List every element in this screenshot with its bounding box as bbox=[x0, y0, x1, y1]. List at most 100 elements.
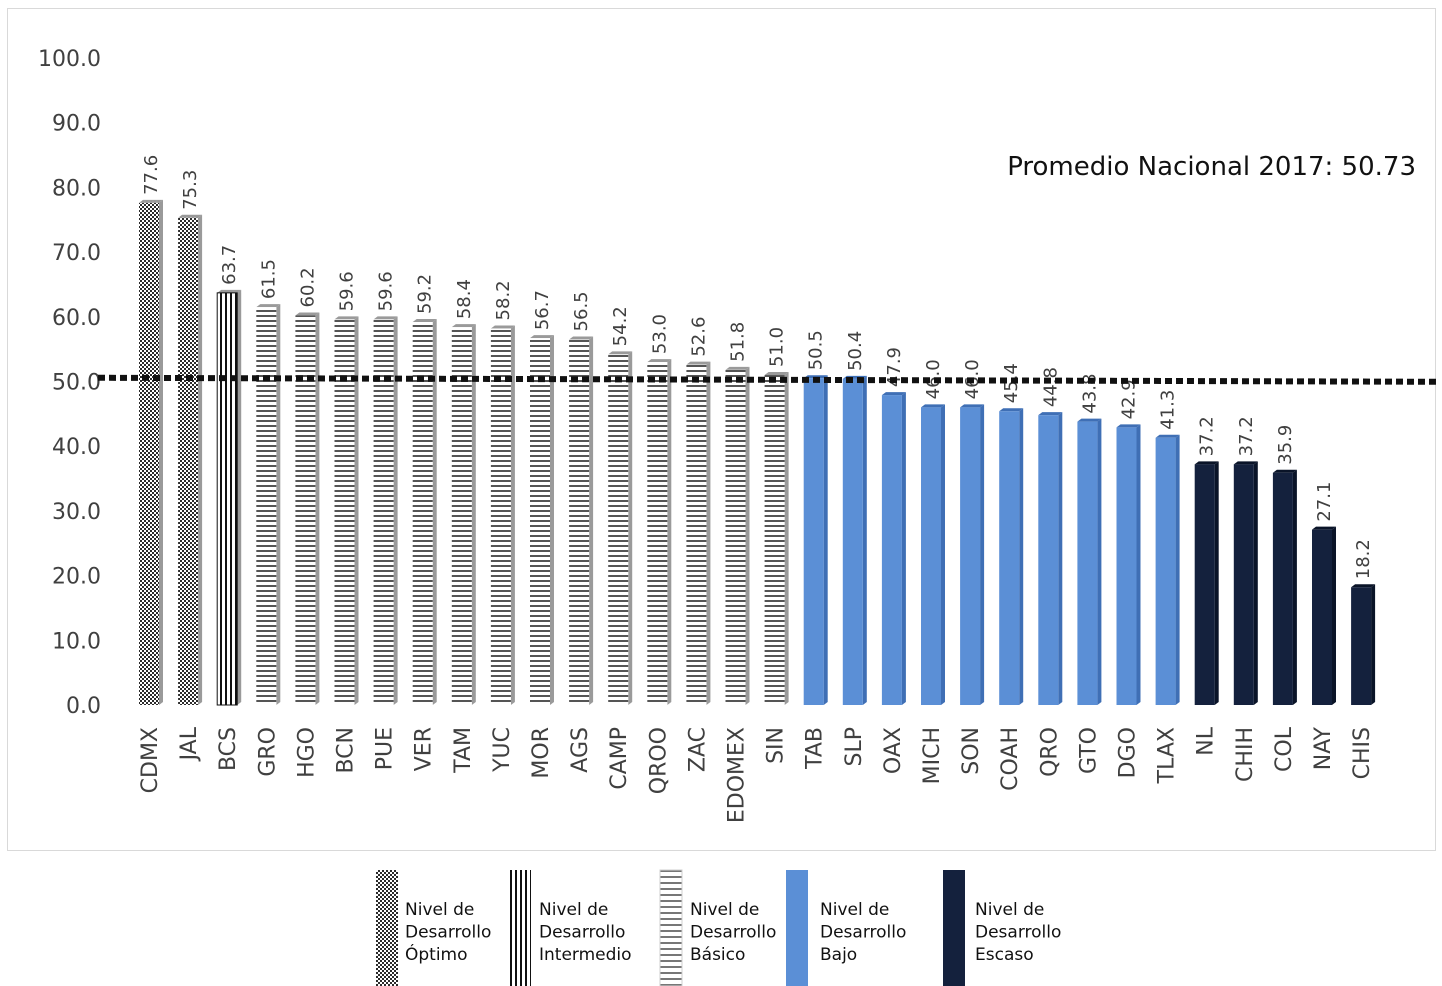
legend: Nivel de Desarrollo Óptimo Nivel deDesarrol… bbox=[376, 869, 1061, 986]
value-label: 50.5 bbox=[806, 330, 827, 370]
value-label: 75.3 bbox=[180, 170, 201, 210]
value-label: 56.7 bbox=[532, 290, 553, 330]
category-label: DGO bbox=[1116, 727, 1141, 778]
category-label: SLP bbox=[842, 727, 867, 767]
bar-side bbox=[1058, 412, 1063, 705]
bar-side bbox=[1332, 526, 1336, 705]
legend-swatch bbox=[943, 870, 965, 986]
legend-label: Desarrollo bbox=[539, 923, 625, 943]
y-tick-label: 50.0 bbox=[52, 371, 101, 396]
value-label: 37.2 bbox=[1197, 416, 1218, 456]
bar-top bbox=[999, 408, 1024, 412]
bar-side bbox=[354, 316, 359, 705]
bar-face bbox=[960, 407, 981, 705]
bar-ver bbox=[412, 318, 437, 705]
bar-bcn bbox=[334, 316, 359, 705]
category-label: CAMP bbox=[607, 727, 632, 790]
value-label: 59.6 bbox=[376, 271, 397, 311]
bar-top bbox=[921, 404, 945, 408]
bar-face bbox=[1312, 529, 1332, 705]
bar-face bbox=[412, 321, 433, 705]
bar-face bbox=[1077, 421, 1098, 705]
bar-top bbox=[686, 361, 711, 365]
legend-swatch bbox=[786, 870, 808, 986]
legend-label: Básico bbox=[690, 945, 745, 965]
category-label: BCS bbox=[216, 727, 241, 771]
value-label: 60.2 bbox=[297, 267, 318, 307]
value-label: 58.4 bbox=[454, 279, 475, 319]
chart-area bbox=[7, 8, 1436, 851]
category-label: TAM bbox=[451, 727, 476, 774]
category-label: GRO bbox=[255, 727, 280, 777]
value-label: 18.2 bbox=[1353, 539, 1374, 579]
bar-side bbox=[628, 351, 633, 705]
category-label: CHIH bbox=[1233, 727, 1258, 782]
category-label: BCN bbox=[334, 727, 359, 774]
bar-top bbox=[725, 366, 750, 370]
category-label: TAB bbox=[803, 727, 828, 770]
bar-side bbox=[159, 199, 163, 706]
y-tick-label: 30.0 bbox=[52, 500, 101, 525]
bar-top bbox=[1116, 424, 1141, 428]
bar-top bbox=[1233, 461, 1258, 465]
category-label: TLAX bbox=[1155, 727, 1180, 784]
category-label: ZAC bbox=[685, 727, 710, 772]
category-label: CHIS bbox=[1350, 727, 1375, 779]
bar-qroo bbox=[647, 359, 672, 705]
bar-slp bbox=[842, 375, 867, 705]
bar-face bbox=[921, 407, 941, 705]
bar-face bbox=[647, 362, 668, 705]
bar-face bbox=[1116, 427, 1137, 705]
bar-side bbox=[1136, 424, 1141, 705]
bar-chih bbox=[1233, 461, 1258, 705]
bar-top bbox=[217, 289, 242, 293]
category-label: AGS bbox=[568, 727, 593, 773]
bar-face bbox=[999, 411, 1020, 705]
bar-zac bbox=[686, 361, 711, 705]
category-label: COAH bbox=[998, 727, 1023, 791]
category-label: QROO bbox=[646, 727, 671, 794]
bar-face bbox=[530, 338, 550, 705]
bar-face bbox=[178, 217, 199, 705]
category-label: NAY bbox=[1311, 726, 1336, 770]
bar-chis bbox=[1351, 584, 1376, 705]
bar-side bbox=[823, 375, 828, 705]
bar-cdmx bbox=[139, 199, 163, 706]
y-tick-label: 70.0 bbox=[52, 241, 101, 266]
bar-side bbox=[667, 359, 672, 705]
bar-top bbox=[1077, 418, 1102, 422]
bar-jal bbox=[178, 214, 203, 705]
bar-pue bbox=[373, 316, 398, 705]
bar-gto bbox=[1077, 418, 1102, 705]
value-label: 59.6 bbox=[337, 271, 358, 311]
bar-face bbox=[295, 315, 316, 705]
legend-label: Nivel de bbox=[690, 900, 759, 920]
bar-mich bbox=[921, 404, 945, 705]
bar-face bbox=[256, 307, 277, 705]
average-line bbox=[97, 374, 1437, 385]
bar-side bbox=[901, 392, 906, 705]
bar-top bbox=[1155, 434, 1180, 438]
y-tick-label: 100.0 bbox=[38, 47, 101, 72]
bar-bcs bbox=[216, 289, 242, 706]
bar-top bbox=[1312, 526, 1336, 530]
value-label: 46.0 bbox=[923, 359, 944, 399]
x-axis: CDMX JAL BCS GRO HGO BCN PUE VER TAM YUC MOR AGS CAM… bbox=[138, 726, 1375, 823]
bar-top bbox=[139, 199, 163, 203]
value-label: 56.5 bbox=[571, 291, 592, 331]
bar-top bbox=[764, 372, 789, 376]
category-label: QRO bbox=[1037, 727, 1062, 777]
legend-label: Óptimo bbox=[405, 943, 468, 965]
bar-top bbox=[451, 324, 476, 328]
bar-gro bbox=[256, 304, 281, 705]
bar-side bbox=[1097, 418, 1102, 705]
bar-face bbox=[725, 369, 746, 705]
bar-top bbox=[569, 336, 594, 340]
bar-top bbox=[412, 318, 437, 322]
category-label: YUC bbox=[490, 727, 515, 773]
bar-side bbox=[1292, 469, 1297, 705]
